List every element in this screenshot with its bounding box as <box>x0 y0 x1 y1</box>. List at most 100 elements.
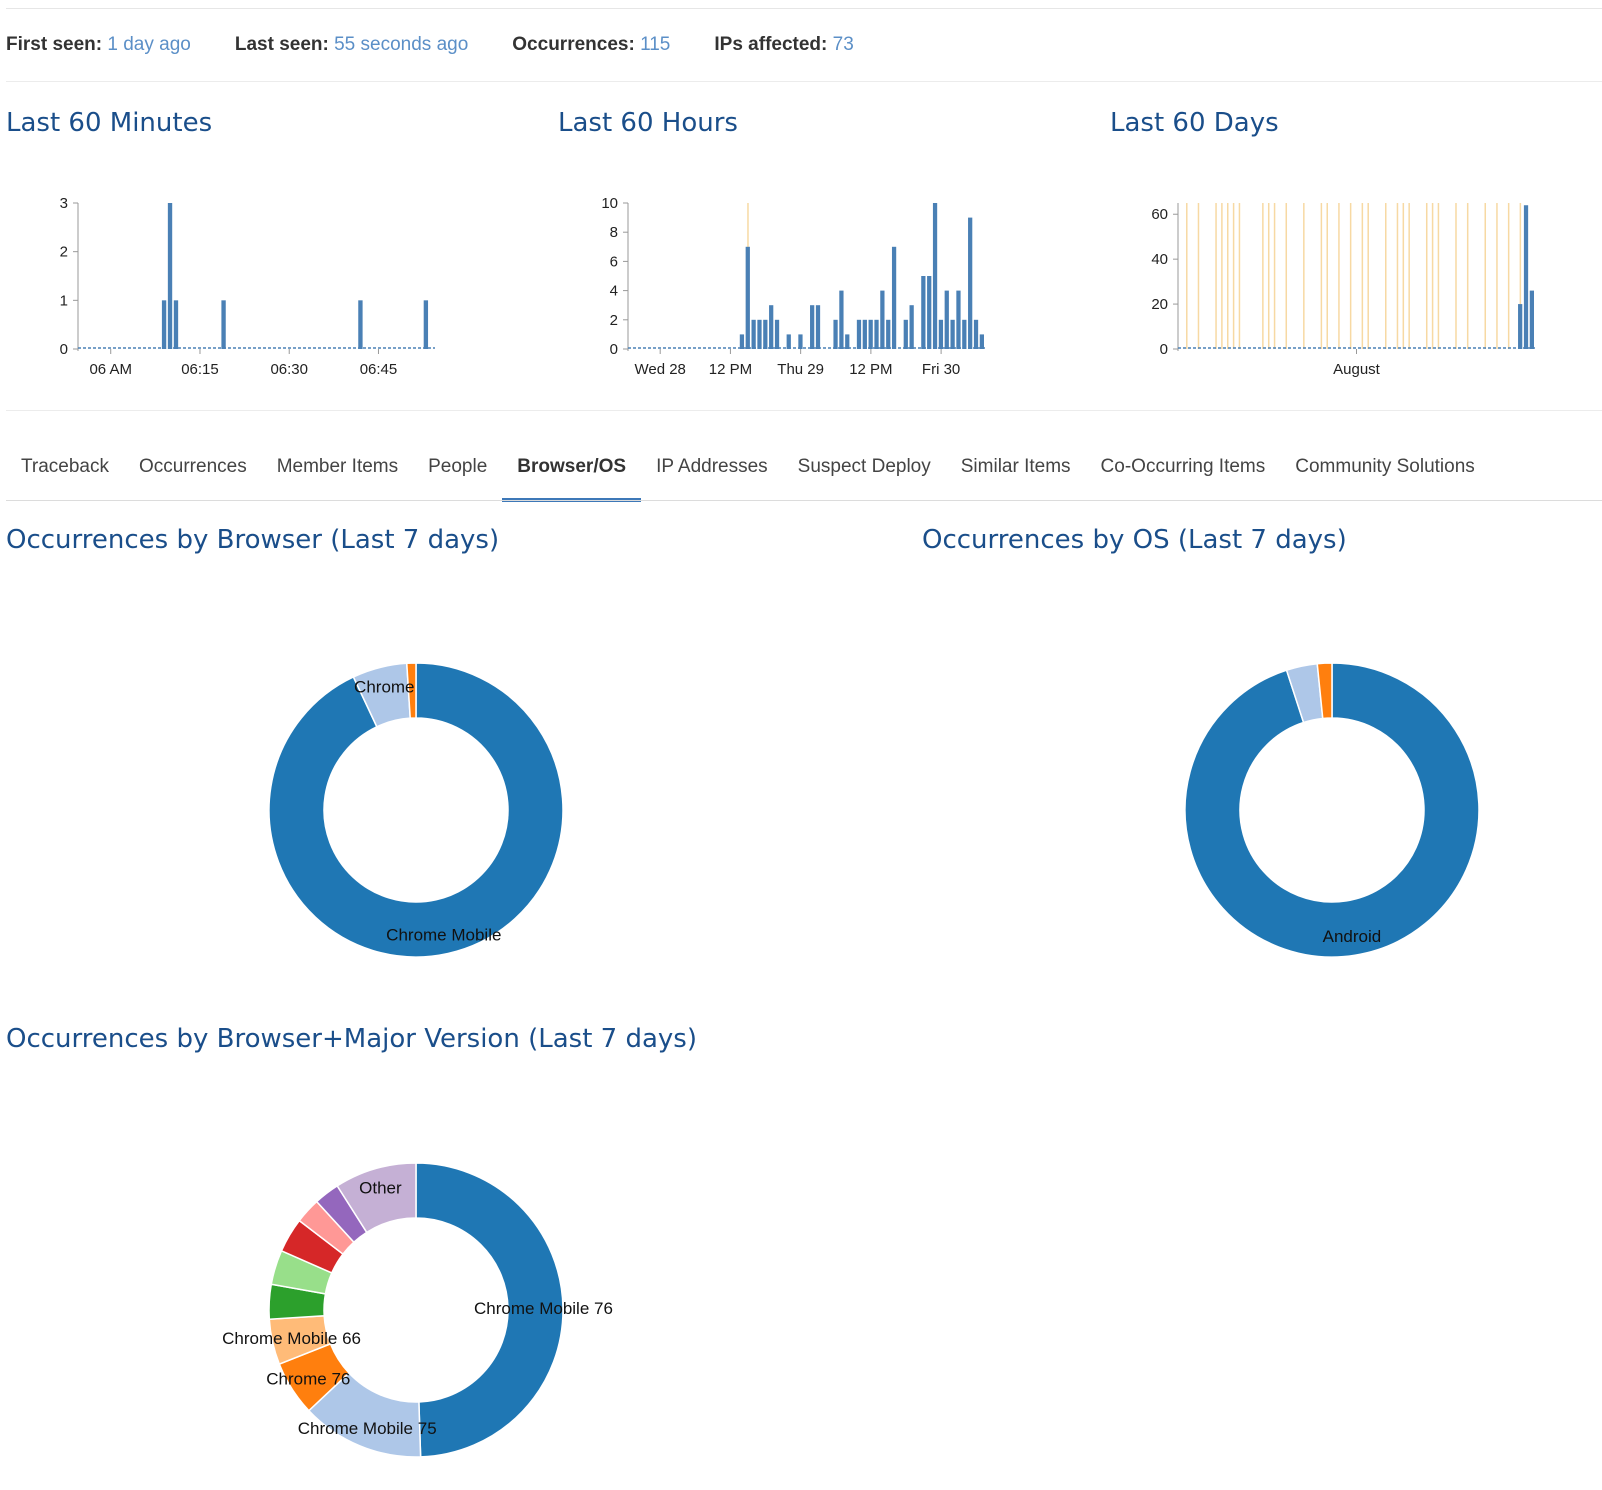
x-tick-label: 06:30 <box>270 361 308 378</box>
title-last-60-days: Last 60 Days <box>1110 108 1279 138</box>
y-tick-label: 3 <box>60 195 68 212</box>
bar[interactable] <box>774 319 780 349</box>
pie-slice[interactable] <box>1316 662 1333 720</box>
tab-suspect-deploy[interactable]: Suspect Deploy <box>797 456 931 477</box>
bar[interactable] <box>161 300 167 349</box>
x-tick-label: August <box>1333 361 1381 378</box>
bar[interactable] <box>950 319 955 349</box>
bar[interactable] <box>763 319 768 349</box>
bar[interactable] <box>167 203 173 349</box>
title-last-60-hours: Last 60 Hours <box>558 108 738 138</box>
tab-co-occurring-items[interactable]: Co-Occurring Items <box>1100 456 1266 477</box>
y-tick-label: 40 <box>1151 251 1168 268</box>
bar[interactable] <box>1529 290 1534 349</box>
ips-value: 73 <box>832 34 854 55</box>
pie-slice-label: Chrome Mobile <box>386 925 501 944</box>
bar[interactable] <box>927 276 932 349</box>
bar[interactable] <box>423 300 429 349</box>
pie-slice-label: Chrome Mobile 66 <box>222 1329 361 1348</box>
x-tick-label: Thu 29 <box>777 361 824 378</box>
x-tick-label: Fri 30 <box>922 361 960 378</box>
bar[interactable] <box>745 246 750 349</box>
y-tick-label: 6 <box>610 253 618 270</box>
y-tick-label: 0 <box>1160 341 1168 358</box>
bar[interactable] <box>845 334 850 349</box>
chart-last-60-minutes[interactable]: 0 1 2 3 06 AM 06:15 06:30 06:45 <box>40 185 460 390</box>
item-tabs: Traceback Occurrences Member Items People Br… <box>6 452 1490 502</box>
x-tick-label: 06:45 <box>360 361 398 378</box>
charts-divider <box>6 410 1602 411</box>
bar[interactable] <box>968 217 973 349</box>
bar[interactable] <box>979 334 984 349</box>
pie-slice-label: Chrome Mobile 76 <box>474 1299 613 1318</box>
bar[interactable] <box>1523 205 1529 349</box>
tab-people[interactable]: People <box>428 456 488 477</box>
tab-traceback[interactable]: Traceback <box>21 456 109 477</box>
y-tick-label: 4 <box>610 283 618 300</box>
pie-slice[interactable] <box>415 1162 564 1458</box>
pie-slice-label: Chrome <box>354 678 414 697</box>
bar[interactable] <box>1518 304 1523 349</box>
ips-label: IPs affected: <box>714 34 828 55</box>
stats-divider <box>6 81 1602 82</box>
tab-similar-items[interactable]: Similar Items <box>960 456 1071 477</box>
bar[interactable] <box>973 319 979 349</box>
pie-occurrences-by-os[interactable]: Android <box>1132 610 1532 1010</box>
bar[interactable] <box>769 305 774 349</box>
tab-community-solutions[interactable]: Community Solutions <box>1295 456 1475 477</box>
y-tick-label: 10 <box>601 195 618 212</box>
y-tick-label: 20 <box>1151 296 1168 313</box>
bar[interactable] <box>757 319 762 349</box>
pie-slice[interactable] <box>1184 662 1480 958</box>
chart-last-60-hours[interactable]: 0 2 4 6 8 10 Wed 28 12 PM Thu 29 12 PM Fri 30 <box>590 185 1010 390</box>
bar[interactable] <box>886 319 891 349</box>
y-tick-label: 0 <box>60 341 68 358</box>
bar[interactable] <box>880 290 885 349</box>
bar[interactable] <box>798 334 803 349</box>
bar[interactable] <box>956 290 961 349</box>
bar[interactable] <box>891 246 897 349</box>
pie-occurrences-by-browser[interactable]: Chrome Mobile Chrome <box>216 610 616 1010</box>
tab-browser-os[interactable]: Browser/OS <box>502 452 642 502</box>
tab-member-items[interactable]: Member Items <box>276 456 399 477</box>
bar[interactable] <box>862 319 867 349</box>
x-tick-label: 06 AM <box>89 361 132 378</box>
bar[interactable] <box>938 319 944 349</box>
tab-ip-addresses[interactable]: IP Addresses <box>656 456 768 477</box>
bar[interactable] <box>903 319 908 349</box>
chart-last-60-days[interactable]: 0 20 40 60 August <box>1140 185 1560 390</box>
bar[interactable] <box>839 290 844 349</box>
top-divider <box>6 8 1602 9</box>
x-tick-label: 12 PM <box>849 361 892 378</box>
y-tick-label: 1 <box>60 292 68 309</box>
bar[interactable] <box>786 334 791 349</box>
bar[interactable] <box>874 319 879 349</box>
bar[interactable] <box>173 300 179 349</box>
first-seen: First seen: 1 day ago <box>6 34 191 58</box>
bar[interactable] <box>751 319 756 349</box>
pie-slice[interactable] <box>268 662 564 958</box>
bar[interactable] <box>944 290 949 349</box>
bar[interactable] <box>833 319 838 349</box>
bar[interactable] <box>932 203 938 349</box>
bar[interactable] <box>810 305 815 349</box>
bar[interactable] <box>739 334 745 349</box>
bar[interactable] <box>856 319 862 349</box>
y-tick-label: 0 <box>610 341 618 358</box>
tab-occurrences[interactable]: Occurrences <box>139 456 247 477</box>
y-tick-label: 8 <box>610 224 618 241</box>
bar[interactable] <box>868 319 873 349</box>
x-tick-label: 12 PM <box>709 361 752 378</box>
bar[interactable] <box>962 319 967 349</box>
bar[interactable] <box>358 300 363 349</box>
pie-slice[interactable] <box>336 1162 417 1234</box>
bar[interactable] <box>815 305 821 349</box>
first-seen-label: First seen: <box>6 34 103 55</box>
pie-slice[interactable] <box>405 662 417 719</box>
bar[interactable] <box>221 300 226 349</box>
y-tick-label: 2 <box>610 312 618 329</box>
pie-occurrences-by-version[interactable]: Chrome Mobile 76 Chrome Mobile 75 Chrome 7… <box>216 1110 616 1490</box>
bar[interactable] <box>921 276 926 349</box>
bar[interactable] <box>909 305 914 349</box>
y-tick-label: 60 <box>1151 206 1168 223</box>
